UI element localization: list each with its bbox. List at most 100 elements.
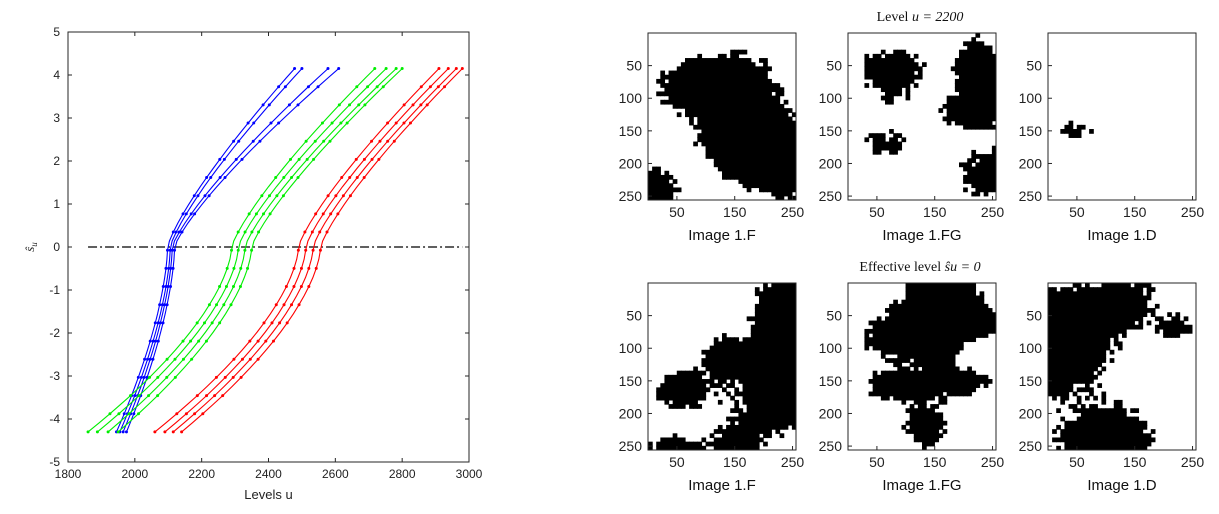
y-tick-label: 1 — [53, 197, 60, 211]
series-point — [271, 339, 275, 343]
series-point — [357, 103, 361, 107]
series-point — [239, 375, 243, 379]
image-background — [1048, 33, 1196, 200]
series-point — [248, 339, 252, 343]
series-point — [348, 176, 352, 180]
series-point — [148, 339, 152, 343]
series-point — [124, 430, 128, 434]
series-point — [142, 375, 146, 379]
panel-y-tick-label: 200 — [819, 155, 843, 171]
series-point — [312, 157, 316, 161]
panel-caption: Image 1.F — [688, 477, 756, 494]
series-point — [156, 321, 160, 325]
series-point — [274, 303, 278, 307]
series-point — [437, 67, 441, 71]
series-point — [329, 212, 333, 216]
series-point — [236, 230, 240, 234]
series-point — [381, 85, 385, 89]
series-point — [373, 67, 377, 71]
series-point — [355, 176, 359, 180]
series-point — [145, 375, 149, 379]
series-point — [86, 430, 90, 434]
series-point — [290, 176, 294, 180]
series-point — [165, 375, 169, 379]
y-tick-label: 0 — [53, 240, 60, 254]
panel-x-tick-label: 50 — [669, 204, 685, 220]
series-point — [428, 85, 432, 89]
x-tick-label: 2000 — [121, 467, 148, 481]
series-point — [229, 303, 233, 307]
panel-y-tick-label: 100 — [1019, 340, 1043, 356]
series-point — [256, 339, 260, 343]
series-point — [237, 139, 241, 143]
y-tick-label: -2 — [49, 326, 60, 340]
series-point — [153, 430, 157, 434]
series-point — [223, 375, 227, 379]
series-point — [284, 285, 288, 289]
series-point — [394, 67, 398, 71]
panel-caption: Image 1.D — [1087, 477, 1156, 494]
panel-y-tick-label: 100 — [1019, 90, 1043, 106]
image-panel: 50 100 150 200 250 50 150 250 Image 1.F — [619, 32, 804, 244]
series-point — [296, 103, 300, 107]
x-tick-label: 2200 — [188, 467, 215, 481]
series-point — [281, 194, 285, 198]
panel-y-tick-label: 50 — [826, 58, 842, 74]
y-tick-label: 3 — [53, 111, 60, 125]
series-point — [411, 103, 415, 107]
series-point — [151, 339, 155, 343]
series-point — [269, 121, 273, 125]
series-point — [283, 85, 287, 89]
series-point — [318, 248, 322, 252]
panel-caption: Image 1.D — [1087, 227, 1156, 244]
series-point — [274, 176, 278, 180]
y-tick-label: 5 — [53, 25, 60, 39]
series-point — [240, 357, 244, 361]
image-frame — [1047, 32, 1197, 201]
series-point — [400, 67, 404, 71]
series-point — [161, 321, 165, 325]
series-point — [207, 303, 211, 307]
series-point — [257, 230, 261, 234]
series-point — [277, 121, 281, 125]
panel-y-tick-label: 150 — [819, 123, 843, 139]
series-point — [299, 266, 303, 270]
series-point — [341, 194, 345, 198]
series-point — [251, 139, 255, 143]
series-point — [137, 394, 141, 398]
series-point — [127, 412, 131, 416]
series-point — [362, 157, 366, 161]
series-point — [282, 303, 286, 307]
series-point — [267, 103, 271, 107]
series-point — [163, 430, 167, 434]
panel-y-tick-label: 50 — [1026, 58, 1042, 74]
image-panel: 50 100 150 200 250 50 150 250 Image 1.FG — [819, 282, 1004, 494]
panel-x-tick-label: 150 — [723, 204, 747, 220]
series-point — [170, 248, 174, 252]
panel-x-tick-label: 50 — [869, 204, 885, 220]
series-point — [163, 303, 167, 307]
series-point — [306, 85, 310, 89]
panel-y-tick-label: 50 — [626, 58, 642, 74]
series-point — [213, 394, 217, 398]
y-tick-label: 4 — [53, 68, 60, 82]
series-point — [289, 157, 293, 161]
series-point — [310, 230, 314, 234]
series-point — [287, 103, 291, 107]
series-point — [402, 121, 406, 125]
series-point — [204, 339, 208, 343]
x-axis-label: Levels u — [244, 487, 292, 502]
series-point — [201, 412, 205, 416]
series-point — [222, 157, 226, 161]
image-panel: 50 100 150 200 250 50 150 250 Image 1.FG — [819, 32, 1004, 244]
panel-y-tick-label: 250 — [819, 188, 843, 204]
series-point — [446, 67, 450, 71]
series-point — [282, 176, 286, 180]
series-point — [169, 266, 173, 270]
series-point — [158, 303, 162, 307]
series-point — [189, 212, 193, 216]
series-point — [173, 375, 177, 379]
series-point — [334, 194, 338, 198]
series-point — [320, 121, 324, 125]
series-point — [345, 121, 349, 125]
